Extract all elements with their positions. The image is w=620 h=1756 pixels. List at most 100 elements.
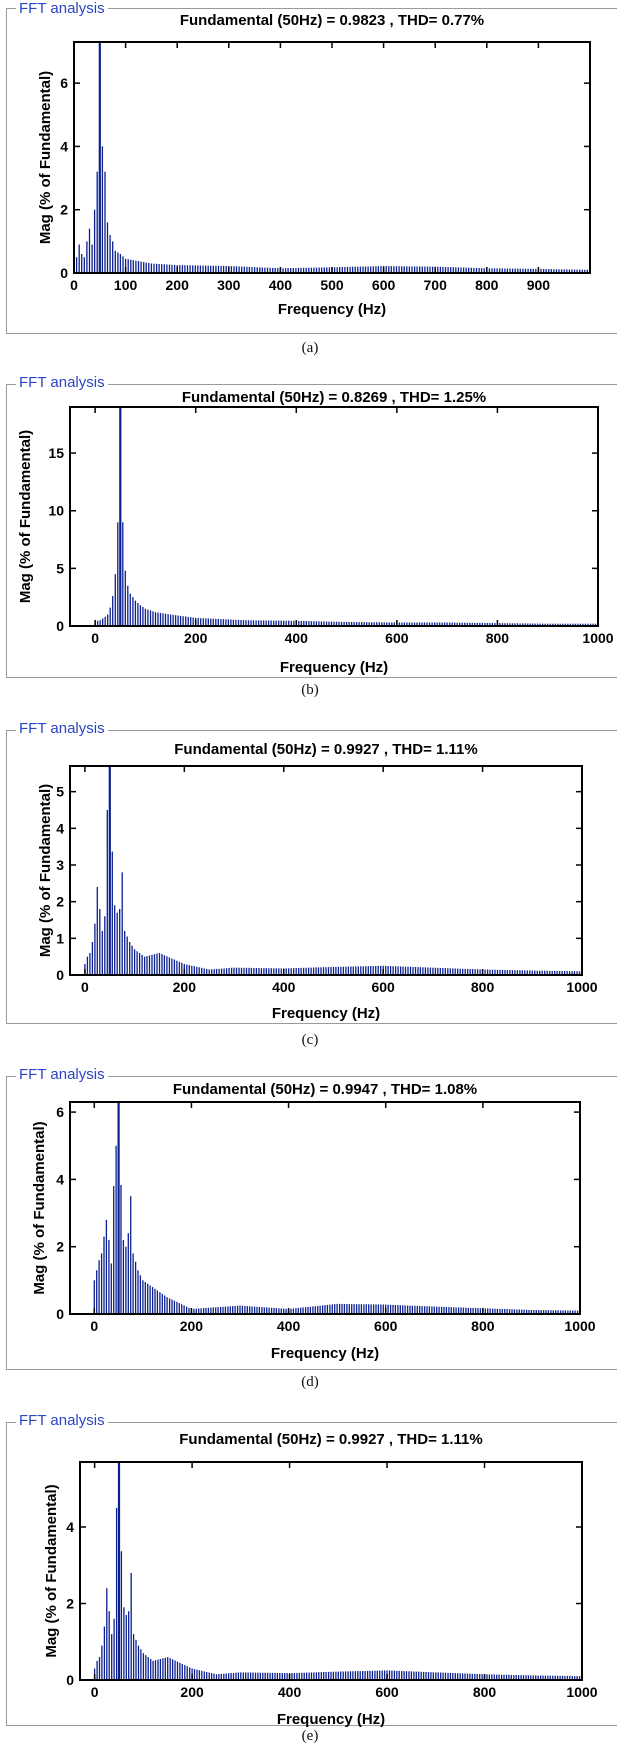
plot-area-border <box>69 1101 581 1315</box>
plot-area-border <box>73 41 591 274</box>
x-tick-label: 800 <box>473 1684 497 1700</box>
y-axis-label: Mag (% of Fundamental) <box>31 1121 48 1294</box>
spectrum-bars <box>84 766 583 975</box>
caption-d: (d) <box>301 1374 319 1390</box>
chart-title: Fundamental (50Hz) = 0.9927 , THD= 1.11% <box>179 1431 482 1448</box>
fft-analysis-tag: FFT analysis <box>16 1412 108 1430</box>
x-tick-label: 400 <box>277 1318 301 1334</box>
x-tick-label: 600 <box>374 1318 398 1334</box>
fft-chart-b: 0 200 400 600 800 1000 0 5 10 15 Fundamental (50Hz… <box>17 389 614 676</box>
y-tick-label: 2 <box>60 202 68 218</box>
panel-c: FFT analysis 0 200 400 600 800 1000 0 1 2 3 4 5 Fund… <box>0 720 620 1048</box>
y-tick-label: 4 <box>60 138 68 154</box>
y-tick-label: 0 <box>56 967 64 983</box>
x-axis-label: Frequency (Hz) <box>280 659 388 676</box>
spectrum-bars <box>93 1462 583 1680</box>
panel-b: FFT analysis 0 200 400 600 800 1000 0 5 10 15 Fund… <box>0 374 620 698</box>
y-tick-label: 4 <box>56 820 64 836</box>
y-tick-label: 6 <box>56 1104 64 1120</box>
x-tick-label: 600 <box>371 979 395 995</box>
y-axis-label: Mag (% of Fundamental) <box>17 430 34 603</box>
chart-title: Fundamental (50Hz) = 0.9927 , THD= 1.11% <box>174 741 477 758</box>
y-axis-label: Mag (% of Fundamental) <box>43 1484 60 1657</box>
caption-c: (c) <box>301 1032 319 1048</box>
x-tick-label: 800 <box>486 630 510 646</box>
y-tick-label: 3 <box>56 857 64 873</box>
x-tick-label: 200 <box>180 1684 204 1700</box>
x-tick-label: 1000 <box>566 1684 597 1700</box>
x-tick-label: 200 <box>180 1318 204 1334</box>
x-tick-label: 1000 <box>566 979 597 995</box>
x-axis-label: Frequency (Hz) <box>272 1005 380 1022</box>
x-tick-label: 900 <box>527 277 551 293</box>
x-tick-label: 0 <box>81 979 89 995</box>
y-tick-label: 15 <box>48 445 64 461</box>
y-tick-label: 0 <box>56 618 64 634</box>
fft-analysis-tag: FFT analysis <box>16 374 108 392</box>
x-tick-label: 500 <box>320 277 344 293</box>
x-tick-label: 600 <box>372 277 396 293</box>
x-tick-label: 800 <box>471 979 495 995</box>
chart-title: Fundamental (50Hz) = 0.9823 , THD= 0.77% <box>180 12 484 29</box>
x-tick-label: 0 <box>70 277 78 293</box>
spectrum-bars <box>73 42 591 273</box>
chart-title: Fundamental (50Hz) = 0.9947 , THD= 1.08% <box>173 1081 477 1098</box>
y-tick-label: 2 <box>66 1596 74 1612</box>
x-tick-label: 200 <box>173 979 197 995</box>
spectrum-bars <box>93 1102 581 1314</box>
fft-frame <box>6 8 617 334</box>
y-tick-label: 5 <box>56 784 64 800</box>
fft-frame <box>6 384 617 678</box>
y-tick-label: 2 <box>56 894 64 910</box>
y-tick-label: 0 <box>56 1306 64 1322</box>
fft-chart-e: 0 200 400 600 800 1000 0 2 4 Fundamental (50Hz) =… <box>43 1431 598 1728</box>
y-tick-label: 10 <box>48 503 64 519</box>
y-tick-label: 4 <box>56 1171 64 1187</box>
caption-a: (a) <box>301 340 319 356</box>
x-tick-label: 700 <box>424 277 448 293</box>
y-tick-label: 6 <box>60 75 68 91</box>
x-tick-label: 800 <box>475 277 499 293</box>
fft-chart-c: 0 200 400 600 800 1000 0 1 2 3 4 5 Fundamental (50Hz… <box>37 741 598 1022</box>
x-tick-label: 600 <box>385 630 409 646</box>
panel-a: FFT analysis 0 100 200 300 400 500 600 700 800 90… <box>0 0 620 356</box>
x-axis-label: Frequency (Hz) <box>271 1345 379 1362</box>
x-tick-label: 300 <box>217 277 241 293</box>
fft-chart-a: 0 100 200 300 400 500 600 700 800 900 0 2 4 6 Fundamen… <box>37 12 591 318</box>
fft-analysis-tag: FFT analysis <box>16 1066 108 1084</box>
x-tick-label: 800 <box>471 1318 495 1334</box>
y-tick-label: 0 <box>60 265 68 281</box>
x-tick-label: 200 <box>166 277 190 293</box>
x-axis-label: Frequency (Hz) <box>277 1711 385 1728</box>
caption-e: (e) <box>301 1728 319 1744</box>
x-tick-label: 1000 <box>582 630 613 646</box>
x-tick-label: 1000 <box>564 1318 595 1334</box>
x-tick-label: 400 <box>278 1684 302 1700</box>
y-axis-label: Mag (% of Fundamental) <box>37 784 54 957</box>
caption-b: (b) <box>301 682 319 698</box>
y-tick-label: 5 <box>56 560 64 576</box>
fft-analysis-tag: FFT analysis <box>16 0 108 18</box>
x-tick-label: 600 <box>375 1684 399 1700</box>
y-tick-label: 0 <box>66 1672 74 1688</box>
fft-chart-d: 0 200 400 600 800 1000 0 2 4 6 Fundamental (50Hz) … <box>31 1081 596 1362</box>
spectrum-bars <box>94 407 599 626</box>
panel-d: FFT analysis 0 200 400 600 800 1000 0 2 4 6 Fundam… <box>0 1066 620 1390</box>
x-axis-label: Frequency (Hz) <box>278 301 386 318</box>
plot-area-border <box>79 1461 583 1681</box>
x-tick-label: 400 <box>269 277 293 293</box>
x-tick-label: 200 <box>184 630 208 646</box>
x-tick-label: 0 <box>91 1684 99 1700</box>
x-tick-label: 100 <box>114 277 138 293</box>
chart-title: Fundamental (50Hz) = 0.8269 , THD= 1.25% <box>182 389 486 406</box>
plot-area-border <box>69 765 583 976</box>
y-tick-label: 1 <box>56 930 64 946</box>
fft-frame <box>6 1076 617 1370</box>
y-axis-label: Mag (% of Fundamental) <box>37 71 54 244</box>
x-tick-label: 0 <box>91 630 99 646</box>
y-tick-label: 4 <box>66 1519 74 1535</box>
fft-analysis-tag: FFT analysis <box>16 720 108 738</box>
x-tick-label: 400 <box>285 630 309 646</box>
panel-e: FFT analysis 0 200 400 600 800 1000 0 2 4 Fundame… <box>0 1412 620 1744</box>
y-tick-label: 2 <box>56 1239 64 1255</box>
